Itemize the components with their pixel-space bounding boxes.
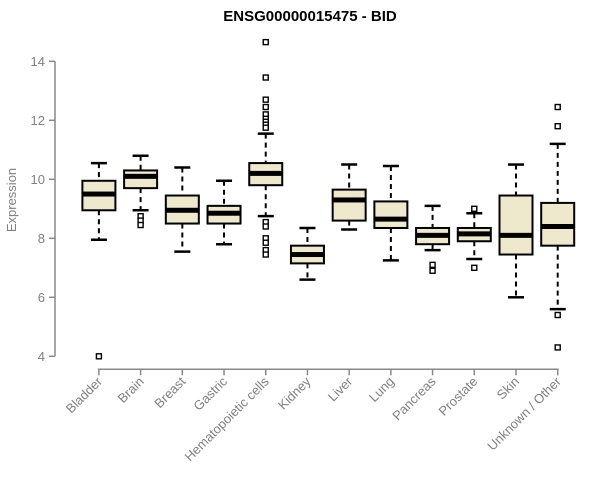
chart-title: ENSG00000015475 - BID	[223, 8, 397, 25]
iqr-box	[331, 188, 367, 222]
iqr-box	[498, 194, 534, 256]
y-axis-tick-label: 14	[31, 54, 45, 69]
outlier-point	[262, 124, 269, 131]
outlier-point	[262, 223, 269, 230]
outlier-point	[262, 38, 269, 46]
boxplot-breast	[164, 166, 200, 253]
outlier-point	[471, 264, 478, 271]
boxplot-brain	[123, 154, 159, 229]
outlier-point	[554, 311, 561, 319]
boxplot-pancreas	[415, 204, 451, 274]
outlier-point	[262, 251, 269, 258]
median-line	[249, 170, 283, 176]
median-line	[290, 252, 324, 258]
median-line	[499, 232, 533, 238]
x-axis-tick-label-pancreas: Pancreas	[389, 373, 439, 423]
outlier-point	[471, 205, 478, 213]
iqr-box	[373, 200, 409, 229]
x-axis-tick-label-skin: Skin	[494, 374, 522, 402]
outlier-point	[554, 344, 561, 351]
outlier-point	[137, 221, 144, 229]
boxplot-prostate	[456, 205, 492, 271]
x-axis-tick-label-kidney: Kidney	[275, 373, 314, 412]
outlier-point	[554, 103, 561, 111]
x-axis-tick-label-lung: Lung	[366, 374, 397, 405]
boxplot-hematopoietic-cells	[248, 38, 284, 258]
outlier-point	[262, 74, 269, 81]
outlier-point	[262, 239, 269, 246]
boxplot-skin	[498, 163, 534, 299]
y-axis-tick-label: 4	[38, 349, 45, 364]
outlier-point	[554, 122, 561, 130]
x-axis-tick-label-breast: Breast	[151, 374, 188, 411]
outlier-point	[95, 353, 103, 360]
y-axis-tick-label: 8	[38, 231, 45, 246]
median-line	[541, 224, 575, 229]
boxplot-gastric	[206, 179, 242, 246]
boxplot-liver	[331, 163, 367, 231]
outlier-point	[429, 267, 436, 274]
median-line	[165, 207, 199, 213]
x-axis-tick-label-prostate: Prostate	[436, 374, 481, 419]
x-axis-tick-label-gastric: Gastric	[190, 373, 230, 413]
y-axis-title: Expression	[4, 168, 19, 232]
median-line	[207, 210, 241, 216]
outlier-point	[262, 96, 269, 103]
iqr-box	[123, 169, 159, 190]
median-line	[82, 191, 116, 197]
median-line	[457, 231, 491, 237]
median-line	[374, 216, 408, 222]
boxplot-lung	[373, 164, 409, 262]
outlier-point	[429, 261, 436, 269]
x-axis-tick-label-bladder: Bladder	[63, 373, 106, 416]
y-axis-tick-label: 12	[31, 113, 45, 128]
boxplot-bladder	[81, 161, 117, 360]
median-line	[124, 173, 158, 179]
x-axis-tick-label-brain: Brain	[115, 374, 147, 406]
boxplot-kidney	[289, 226, 325, 281]
boxplot-unknown-other	[540, 103, 576, 351]
x-axis-tick-label-unknown-other: Unknown / Other	[484, 373, 564, 453]
median-line	[332, 197, 366, 203]
outlier-point	[262, 103, 269, 111]
y-axis-tick-label: 10	[31, 172, 45, 187]
median-line	[416, 232, 450, 238]
x-axis-tick-label-liver: Liver	[325, 373, 356, 404]
y-axis-tick-label: 6	[38, 290, 45, 305]
